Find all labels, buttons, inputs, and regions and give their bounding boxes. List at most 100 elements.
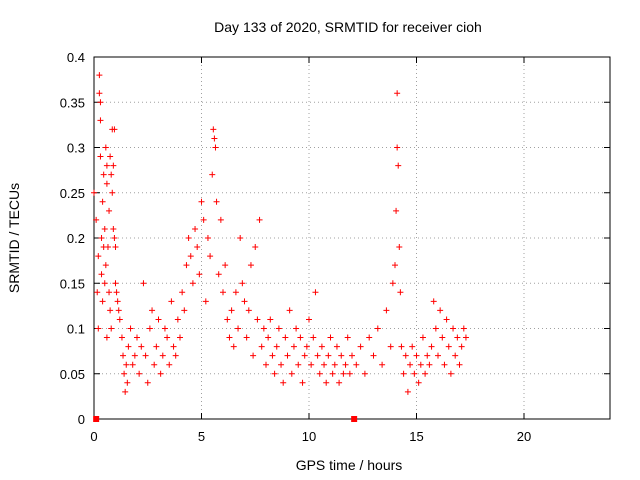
data-point bbox=[124, 379, 131, 386]
data-point bbox=[202, 298, 209, 305]
data-point bbox=[394, 90, 401, 97]
data-point bbox=[308, 361, 315, 368]
data-point bbox=[192, 225, 199, 232]
data-point bbox=[303, 343, 310, 350]
data-point bbox=[200, 216, 207, 223]
data-point bbox=[211, 135, 218, 142]
data-point bbox=[114, 298, 121, 305]
data-point bbox=[293, 325, 300, 332]
data-point bbox=[252, 244, 259, 251]
data-point bbox=[422, 370, 429, 377]
data-point bbox=[102, 144, 109, 151]
data-point bbox=[101, 280, 108, 287]
data-point bbox=[131, 352, 138, 359]
data-point bbox=[110, 162, 117, 169]
data-point bbox=[396, 244, 403, 251]
data-point bbox=[299, 379, 306, 386]
data-point bbox=[111, 126, 118, 133]
data-point bbox=[329, 370, 336, 377]
data-point bbox=[146, 325, 153, 332]
data-point bbox=[122, 388, 129, 395]
data-point bbox=[99, 198, 106, 205]
data-point bbox=[112, 280, 119, 287]
data-point bbox=[393, 207, 400, 214]
data-point bbox=[263, 361, 269, 368]
data-point bbox=[166, 361, 173, 368]
data-point bbox=[235, 325, 242, 332]
data-point bbox=[170, 343, 177, 350]
data-point bbox=[107, 307, 114, 314]
data-point bbox=[256, 216, 263, 223]
data-point bbox=[103, 162, 110, 169]
data-point bbox=[179, 289, 186, 296]
chart-title: Day 133 of 2020, SRMTID for receiver cio… bbox=[214, 19, 482, 35]
data-point bbox=[127, 325, 134, 332]
data-point bbox=[109, 189, 116, 196]
data-point bbox=[321, 361, 328, 368]
y-tick-label: 0 bbox=[78, 412, 85, 427]
data-point bbox=[426, 361, 433, 368]
data-point bbox=[123, 361, 130, 368]
data-point bbox=[168, 298, 175, 305]
data-point bbox=[344, 334, 351, 341]
data-point bbox=[142, 352, 149, 359]
data-point bbox=[419, 334, 426, 341]
data-point bbox=[349, 352, 355, 359]
data-point bbox=[254, 316, 261, 323]
data-point bbox=[404, 388, 411, 395]
data-point bbox=[265, 334, 272, 341]
data-point bbox=[196, 271, 203, 278]
data-point bbox=[222, 262, 229, 269]
baseline-marker bbox=[93, 416, 100, 422]
data-point bbox=[110, 225, 117, 232]
data-point bbox=[97, 99, 104, 106]
data-point bbox=[260, 325, 267, 332]
data-point bbox=[282, 334, 289, 341]
x-tick-label: 5 bbox=[198, 429, 205, 444]
data-point bbox=[108, 325, 115, 332]
data-point bbox=[239, 280, 246, 287]
data-point bbox=[120, 352, 127, 359]
data-point bbox=[430, 298, 437, 305]
data-point bbox=[310, 334, 317, 341]
data-point bbox=[111, 235, 118, 241]
data-point bbox=[312, 289, 319, 296]
data-point bbox=[115, 307, 122, 314]
data-point bbox=[398, 343, 405, 350]
data-point bbox=[353, 361, 360, 368]
data-point bbox=[316, 370, 323, 377]
data-point bbox=[107, 153, 114, 160]
data-point bbox=[290, 343, 297, 350]
data-point bbox=[232, 289, 239, 296]
data-point bbox=[121, 370, 128, 377]
data-point bbox=[151, 361, 158, 368]
data-point bbox=[103, 334, 110, 341]
data-point bbox=[213, 198, 220, 205]
data-point bbox=[99, 298, 106, 305]
data-point bbox=[209, 171, 216, 178]
data-point bbox=[333, 343, 340, 350]
data-point bbox=[177, 334, 183, 341]
data-point bbox=[275, 325, 282, 332]
data-point bbox=[98, 271, 105, 278]
data-point bbox=[417, 361, 424, 368]
y-tick-label: 0.35 bbox=[60, 95, 85, 110]
data-point bbox=[210, 126, 217, 133]
data-point bbox=[297, 334, 304, 341]
data-point bbox=[217, 216, 224, 223]
x-tick-label: 15 bbox=[409, 429, 423, 444]
data-point bbox=[164, 334, 171, 341]
data-point bbox=[228, 307, 235, 314]
x-tick-label: 20 bbox=[517, 429, 531, 444]
data-point bbox=[185, 235, 192, 241]
data-point bbox=[97, 117, 104, 124]
data-point bbox=[400, 370, 407, 377]
data-point bbox=[245, 307, 252, 314]
data-point bbox=[301, 352, 308, 359]
data-point bbox=[98, 235, 105, 241]
data-point bbox=[112, 244, 119, 251]
data-point bbox=[413, 352, 420, 359]
data-point bbox=[106, 289, 113, 296]
data-point bbox=[187, 253, 194, 260]
data-point bbox=[102, 262, 109, 269]
